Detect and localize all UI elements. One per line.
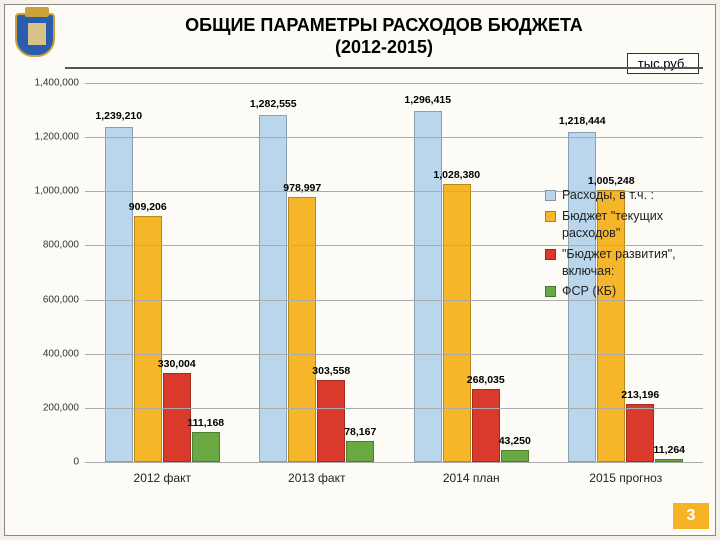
bar: 268,035 — [472, 389, 500, 462]
gridline — [85, 354, 703, 355]
city-emblem — [15, 13, 59, 61]
legend-item: "Бюджет развития", включая: — [545, 246, 699, 280]
gridline — [85, 137, 703, 138]
bar: 1,296,415 — [414, 111, 442, 462]
gridline — [85, 462, 703, 463]
bar: 111,168 — [192, 432, 220, 462]
bar: 303,558 — [317, 380, 345, 462]
y-tick-label: 200,000 — [23, 402, 79, 413]
bar-value-label: 111,168 — [187, 417, 224, 429]
bar: 1,239,210 — [105, 127, 133, 462]
y-tick-label: 1,400,000 — [23, 78, 79, 89]
bar-value-label: 1,282,555 — [250, 98, 297, 110]
bar-value-label: 1,005,248 — [588, 175, 635, 187]
x-tick-label: 2014 план — [394, 467, 549, 489]
budget-bar-chart: 1,239,210909,206330,004111,1681,282,5559… — [23, 83, 703, 489]
legend-swatch — [545, 211, 556, 222]
bar: 909,206 — [134, 216, 162, 462]
legend-label: Расходы, в т.ч. : — [562, 187, 699, 204]
bar-value-label: 11,264 — [653, 444, 685, 456]
bar-value-label: 43,250 — [499, 435, 531, 447]
bar: 78,167 — [346, 441, 374, 462]
legend-swatch — [545, 190, 556, 201]
bar-group: 1,282,555978,997303,55878,167 — [240, 83, 395, 462]
bar-value-label: 268,035 — [467, 374, 505, 386]
y-tick-label: 1,200,000 — [23, 132, 79, 143]
bar-value-label: 213,196 — [621, 389, 659, 401]
unit-label: тыс.руб. — [627, 53, 699, 74]
y-tick-label: 600,000 — [23, 294, 79, 305]
x-axis-labels: 2012 факт2013 факт2014 план2015 прогноз — [85, 467, 703, 489]
legend-label: "Бюджет развития", включая: — [562, 246, 699, 280]
gridline — [85, 408, 703, 409]
bar: 213,196 — [626, 404, 654, 462]
y-tick-label: 400,000 — [23, 348, 79, 359]
x-tick-label: 2015 прогноз — [549, 467, 704, 489]
page-number-badge: 3 — [673, 503, 709, 529]
bar-value-label: 1,028,380 — [433, 169, 480, 181]
legend-item: ФСР (КБ) — [545, 283, 699, 300]
bar-group: 1,239,210909,206330,004111,168 — [85, 83, 240, 462]
bar-value-label: 1,296,415 — [404, 94, 451, 106]
slide-frame: ОБЩИЕ ПАРАМЕТРЫ РАСХОДОВ БЮДЖЕТА (2012-2… — [4, 4, 716, 536]
bar-value-label: 303,558 — [312, 365, 350, 377]
bar-value-label: 909,206 — [129, 201, 167, 213]
y-tick-label: 0 — [23, 457, 79, 468]
bar-group: 1,296,4151,028,380268,03543,250 — [394, 83, 549, 462]
gridline — [85, 83, 703, 84]
title-line-2: (2012-2015) — [335, 37, 433, 57]
title-line-1: ОБЩИЕ ПАРАМЕТРЫ РАСХОДОВ БЮДЖЕТА — [185, 15, 583, 35]
bar-value-label: 1,218,444 — [559, 115, 606, 127]
bar-value-label: 1,239,210 — [95, 110, 142, 122]
legend-label: Бюджет "текущих расходов" — [562, 208, 699, 242]
bar-value-label: 78,167 — [344, 426, 376, 438]
x-tick-label: 2012 факт — [85, 467, 240, 489]
bar: 1,028,380 — [443, 184, 471, 462]
bar: 978,997 — [288, 197, 316, 462]
slide-title: ОБЩИЕ ПАРАМЕТРЫ РАСХОДОВ БЮДЖЕТА (2012-2… — [65, 15, 703, 58]
y-tick-label: 1,000,000 — [23, 186, 79, 197]
chart-legend: Расходы, в т.ч. : Бюджет "текущих расходо… — [545, 187, 699, 304]
legend-swatch — [545, 286, 556, 297]
legend-item: Бюджет "текущих расходов" — [545, 208, 699, 242]
title-rule — [65, 67, 703, 69]
legend-label: ФСР (КБ) — [562, 283, 699, 300]
bar-value-label: 330,004 — [158, 358, 196, 370]
bar: 1,282,555 — [259, 115, 287, 462]
legend-item: Расходы, в т.ч. : — [545, 187, 699, 204]
y-tick-label: 800,000 — [23, 240, 79, 251]
legend-swatch — [545, 249, 556, 260]
x-tick-label: 2013 факт — [240, 467, 395, 489]
bar: 43,250 — [501, 450, 529, 462]
